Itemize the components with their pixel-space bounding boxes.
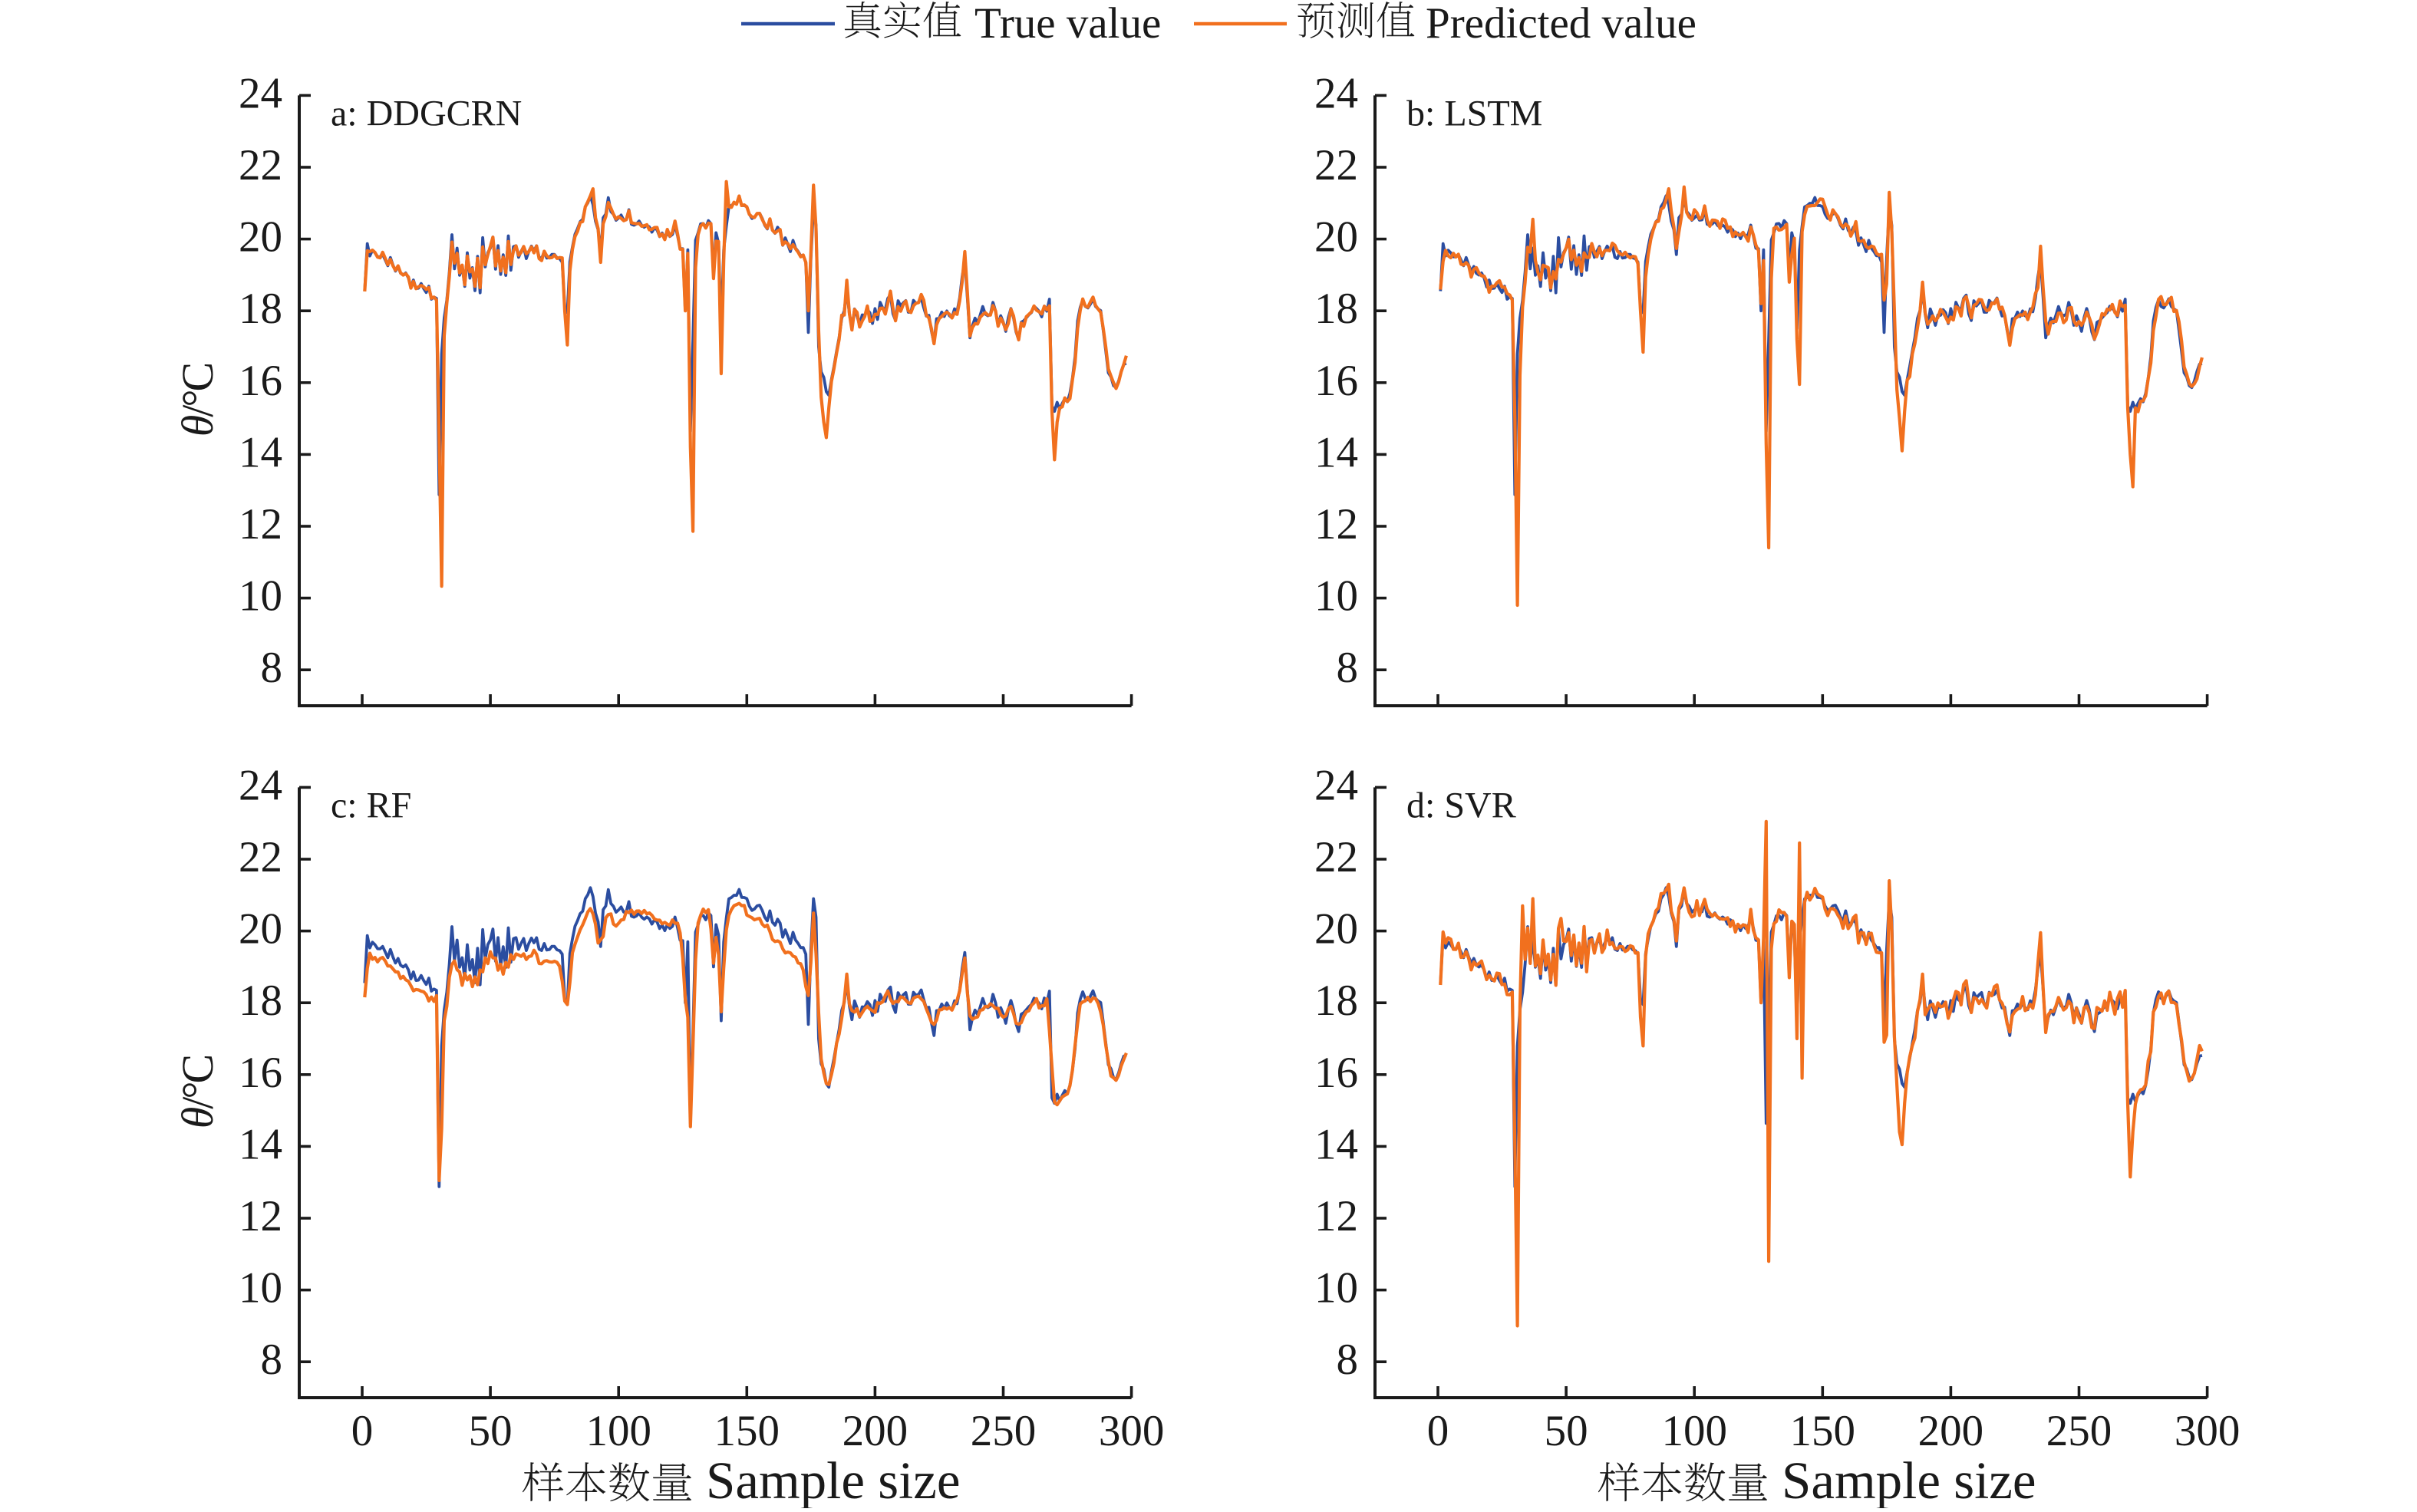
svg-text:22: 22 [239,141,282,189]
svg-text:Predicted value: Predicted value [1426,0,1697,48]
svg-text:22: 22 [1314,141,1358,189]
svg-text:22: 22 [239,833,282,881]
svg-text:20: 20 [1314,905,1358,954]
svg-text:18: 18 [239,977,282,1025]
svg-text:24: 24 [1314,69,1358,117]
svg-text:10: 10 [239,1264,282,1313]
svg-text:0: 0 [351,1407,374,1455]
svg-text:250: 250 [2046,1407,2112,1455]
svg-text:8: 8 [1337,644,1359,692]
svg-text:20: 20 [239,905,282,954]
svg-text:150: 150 [1790,1407,1856,1455]
svg-text:16: 16 [239,357,282,405]
svg-text:18: 18 [1314,285,1358,333]
svg-text:10: 10 [1314,1264,1358,1313]
svg-text:300: 300 [1099,1407,1165,1455]
svg-text:14: 14 [239,1120,282,1168]
svg-text:16: 16 [1314,357,1358,405]
svg-text:12: 12 [1314,1192,1358,1240]
svg-text:10: 10 [239,572,282,621]
svg-text:Sample size: Sample size [706,1451,961,1508]
svg-text:8: 8 [261,1336,283,1384]
svg-text:16: 16 [1314,1049,1358,1097]
svg-text:20: 20 [1314,213,1358,262]
svg-text:b: LSTM: b: LSTM [1406,93,1542,133]
svg-text:14: 14 [239,428,282,476]
svg-text:d: SVR: d: SVR [1406,785,1516,825]
svg-text:18: 18 [239,285,282,333]
svg-text:8: 8 [261,644,283,692]
svg-text:12: 12 [239,1192,282,1240]
svg-text:Sample size: Sample size [1782,1451,2036,1508]
svg-text:100: 100 [1661,1407,1727,1455]
svg-text:20: 20 [239,213,282,262]
svg-text:θ/°C: θ/°C [173,1056,223,1128]
svg-text:150: 150 [714,1407,780,1455]
svg-text:8: 8 [1337,1336,1359,1384]
svg-text:200: 200 [842,1407,908,1455]
svg-text:10: 10 [1314,572,1358,621]
svg-text:250: 250 [971,1407,1037,1455]
svg-text:True value: True value [974,0,1161,48]
svg-text:14: 14 [1314,428,1358,476]
svg-text:24: 24 [239,69,282,117]
svg-text:18: 18 [1314,977,1358,1025]
svg-text:12: 12 [239,500,282,548]
svg-text:14: 14 [1314,1120,1358,1168]
svg-text:24: 24 [1314,761,1358,809]
svg-text:300: 300 [2175,1407,2241,1455]
svg-text:a: DDGCRN: a: DDGCRN [331,93,522,133]
svg-text:22: 22 [1314,833,1358,881]
svg-text:0: 0 [1427,1407,1449,1455]
svg-text:50: 50 [469,1407,513,1455]
svg-text:c: RF: c: RF [331,785,411,825]
svg-text:θ/°C: θ/°C [173,364,223,436]
svg-text:100: 100 [585,1407,651,1455]
svg-text:200: 200 [1918,1407,1984,1455]
svg-text:12: 12 [1314,500,1358,548]
svg-text:16: 16 [239,1049,282,1097]
svg-text:24: 24 [239,761,282,809]
svg-text:50: 50 [1545,1407,1588,1455]
